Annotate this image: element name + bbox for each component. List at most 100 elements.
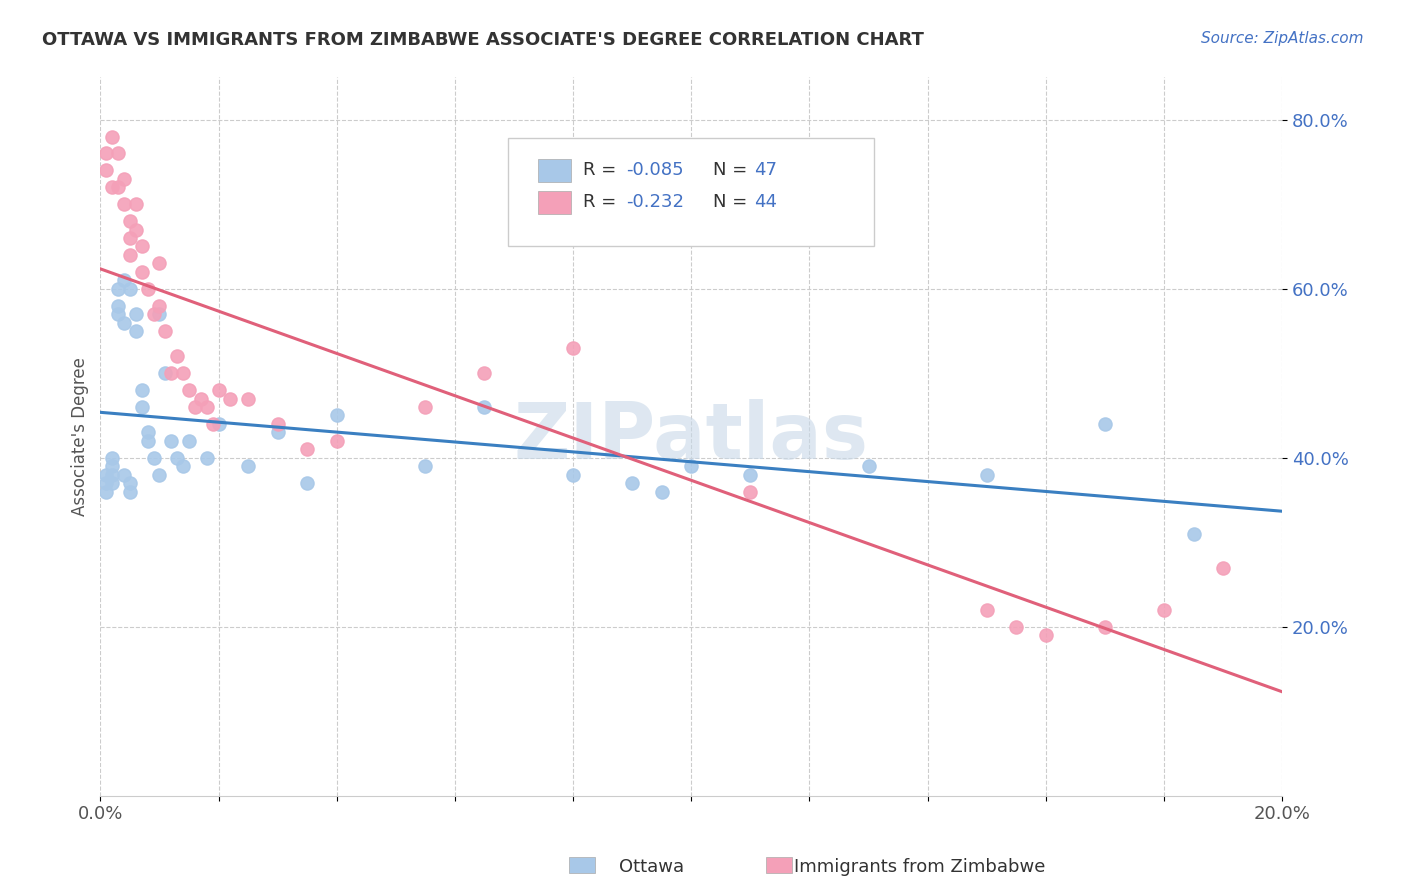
Point — [131, 239, 153, 253]
Point — [142, 450, 165, 465]
Bar — [569, 857, 595, 873]
Point — [107, 299, 129, 313]
Point — [160, 366, 183, 380]
Point — [1005, 620, 1028, 634]
Point — [118, 476, 141, 491]
Point — [740, 467, 762, 482]
Point — [118, 248, 141, 262]
Text: -0.232: -0.232 — [626, 194, 685, 211]
Point — [195, 400, 218, 414]
FancyBboxPatch shape — [537, 191, 571, 214]
Point — [474, 400, 496, 414]
Point — [101, 180, 124, 194]
Point — [148, 467, 170, 482]
Point — [112, 172, 135, 186]
Point — [118, 484, 141, 499]
Point — [96, 476, 118, 491]
Point — [125, 197, 148, 211]
Text: Ottawa: Ottawa — [619, 858, 683, 876]
Text: Immigrants from Zimbabwe: Immigrants from Zimbabwe — [794, 858, 1046, 876]
Point — [96, 163, 118, 178]
Point — [858, 459, 880, 474]
Point — [415, 459, 437, 474]
Bar — [766, 857, 792, 873]
Point — [96, 467, 118, 482]
Point — [131, 383, 153, 397]
Point — [131, 400, 153, 414]
Point — [148, 256, 170, 270]
Point — [207, 383, 229, 397]
Point — [184, 400, 207, 414]
Point — [195, 450, 218, 465]
Point — [172, 459, 194, 474]
Point — [101, 476, 124, 491]
Point — [201, 417, 224, 431]
Point — [1153, 603, 1175, 617]
Point — [107, 307, 129, 321]
Text: 47: 47 — [754, 161, 778, 179]
Point — [1212, 560, 1234, 574]
Point — [101, 467, 124, 482]
Text: Source: ZipAtlas.com: Source: ZipAtlas.com — [1201, 31, 1364, 46]
Point — [1035, 628, 1057, 642]
Text: R =: R = — [582, 194, 621, 211]
Point — [236, 392, 259, 406]
Point — [166, 450, 188, 465]
Point — [107, 180, 129, 194]
Point — [107, 282, 129, 296]
Point — [295, 442, 318, 457]
Point — [295, 476, 318, 491]
Text: R =: R = — [582, 161, 621, 179]
Point — [621, 476, 644, 491]
Point — [136, 425, 159, 440]
Point — [112, 273, 135, 287]
Point — [131, 265, 153, 279]
Point — [1094, 620, 1116, 634]
Point — [148, 307, 170, 321]
Point — [118, 231, 141, 245]
Point — [125, 324, 148, 338]
Point — [148, 299, 170, 313]
Point — [219, 392, 242, 406]
Point — [101, 459, 124, 474]
Point — [166, 349, 188, 363]
Point — [112, 197, 135, 211]
Point — [266, 425, 288, 440]
Point — [155, 366, 177, 380]
Point — [101, 129, 124, 144]
Point — [136, 282, 159, 296]
Point — [125, 307, 148, 321]
Point — [155, 324, 177, 338]
Point — [562, 341, 585, 355]
Point — [177, 434, 200, 448]
Point — [1182, 526, 1205, 541]
Point — [101, 450, 124, 465]
Text: N =: N = — [713, 161, 752, 179]
Point — [118, 214, 141, 228]
Point — [190, 392, 212, 406]
Text: 44: 44 — [754, 194, 778, 211]
Point — [136, 434, 159, 448]
Point — [118, 282, 141, 296]
Point — [142, 307, 165, 321]
Text: N =: N = — [713, 194, 752, 211]
Y-axis label: Associate's Degree: Associate's Degree — [72, 357, 89, 516]
Point — [125, 222, 148, 236]
Point — [207, 417, 229, 431]
Point — [236, 459, 259, 474]
Point — [1094, 417, 1116, 431]
Point — [107, 146, 129, 161]
Point — [474, 366, 496, 380]
Point — [160, 434, 183, 448]
Point — [651, 484, 673, 499]
Point — [96, 146, 118, 161]
Point — [266, 417, 288, 431]
Point — [976, 467, 998, 482]
FancyBboxPatch shape — [508, 138, 875, 246]
Point — [681, 459, 703, 474]
Text: OTTAWA VS IMMIGRANTS FROM ZIMBABWE ASSOCIATE'S DEGREE CORRELATION CHART: OTTAWA VS IMMIGRANTS FROM ZIMBABWE ASSOC… — [42, 31, 924, 49]
Text: -0.085: -0.085 — [626, 161, 683, 179]
Point — [562, 467, 585, 482]
Point — [112, 316, 135, 330]
Point — [415, 400, 437, 414]
